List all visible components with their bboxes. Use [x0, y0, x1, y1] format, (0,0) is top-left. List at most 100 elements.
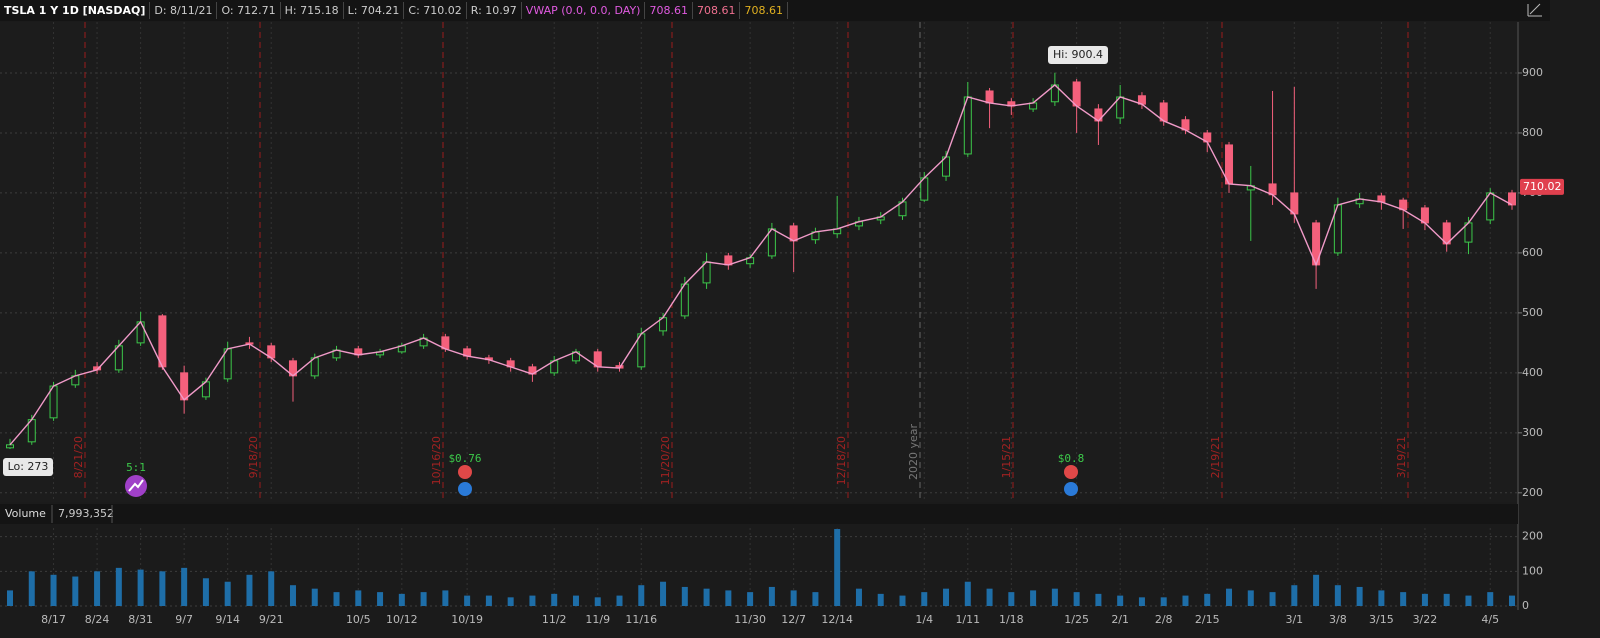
x-tick-label: 1/4 [915, 613, 933, 626]
x-tick-label: 4/5 [1481, 613, 1499, 626]
volume-bar [1291, 585, 1298, 606]
x-tick-label: 10/5 [346, 613, 371, 626]
volume-bar [747, 592, 754, 606]
study-value: 708.61 [693, 2, 741, 19]
volume-bar [638, 585, 645, 606]
candle-body [985, 90, 994, 104]
volume-header [0, 504, 1518, 524]
earnings-icon [1064, 465, 1078, 479]
y-tick-label: 400 [1522, 366, 1543, 379]
x-tick-label: 3/15 [1369, 613, 1394, 626]
menu-icon[interactable] [1527, 3, 1542, 17]
field: H: 715.18 [281, 2, 344, 19]
x-tick-label: 9/14 [215, 613, 240, 626]
volume-bar [246, 574, 253, 606]
candle-body [6, 444, 14, 449]
volume-bar [1356, 586, 1363, 606]
y-tick-label: 300 [1522, 426, 1543, 439]
volume-bar [943, 588, 950, 606]
volume-bar [202, 578, 209, 606]
period-label: 1/15/21 [1000, 436, 1013, 478]
y-tick-label: 900 [1522, 66, 1543, 79]
period-label: 12/18/20 [835, 436, 848, 485]
volume-bar [681, 586, 688, 606]
symbol: TSLA 1 Y 1D [NASDAQ] [0, 2, 151, 19]
y-tick-label: 600 [1522, 246, 1543, 259]
volume-bar [181, 567, 188, 606]
close-line [9, 84, 1513, 446]
volume-bar [703, 588, 710, 606]
x-tick-label: 12/14 [821, 613, 853, 626]
volume-bar [725, 590, 732, 606]
x-tick-label: 2/8 [1155, 613, 1173, 626]
split-icon-mark [128, 479, 144, 492]
period-label: 9/18/20 [247, 436, 260, 478]
volume-bar [964, 581, 971, 606]
volume-bar [268, 571, 275, 606]
study-value: 708.61 [740, 2, 788, 19]
year-label: 2020 year [907, 423, 920, 480]
volume-bar [442, 590, 449, 606]
x-tick-label: 10/12 [386, 613, 418, 626]
volume-bar [1378, 590, 1385, 606]
volume-bar [1465, 595, 1472, 606]
x-tick-label: 3/1 [1285, 613, 1303, 626]
x-tick-label: 11/30 [734, 613, 766, 626]
volume-bar [790, 590, 797, 606]
volume-bar [529, 595, 536, 606]
x-tick-label: 8/17 [41, 613, 66, 626]
low-label: Lo: 273 [8, 460, 49, 473]
volume-bar [377, 592, 384, 606]
volume-title: Volume [5, 507, 46, 520]
volume-bar [1487, 592, 1494, 606]
volume-value: 7,993,352 [58, 507, 114, 520]
volume-bar [986, 588, 993, 606]
y-tick-label: 800 [1522, 126, 1543, 139]
candle-body [1290, 192, 1299, 215]
x-tick-label: 1/25 [1064, 613, 1089, 626]
volume-bar [28, 571, 35, 606]
volume-bar [289, 585, 296, 606]
x-tick-label: 3/22 [1413, 613, 1438, 626]
event-icon [1064, 482, 1078, 496]
volume-bar [1138, 597, 1145, 606]
volume-bar [1334, 585, 1341, 606]
field: R: 10.97 [467, 2, 522, 19]
volume-bar [834, 529, 841, 606]
volume-bar [333, 592, 340, 606]
volume-bar [1160, 597, 1167, 606]
candle-body [789, 225, 798, 242]
high-bubble [1048, 46, 1108, 64]
header: TSLA 1 Y 1D [NASDAQ] D: 8/11/21 O: 712.7… [0, 0, 1550, 21]
high-label: Hi: 900.4 [1053, 48, 1103, 61]
volume-bar [812, 592, 819, 606]
volume-bar [159, 571, 166, 606]
volume-bar [1051, 588, 1058, 606]
volume-bar [311, 588, 318, 606]
volume-bar [899, 595, 906, 606]
x-tick-label: 10/19 [451, 613, 483, 626]
earnings-icon [458, 465, 472, 479]
y-tick-label: 500 [1522, 306, 1543, 319]
volume-bar [855, 588, 862, 606]
volume-bar [1073, 592, 1080, 606]
dividend-label: $0.76 [448, 452, 481, 465]
volume-bar [616, 595, 623, 606]
x-tick-label: 1/11 [955, 613, 980, 626]
x-tick-label: 8/24 [85, 613, 110, 626]
volume-bar [355, 590, 362, 606]
volume-bar [50, 574, 57, 606]
volume-bar [398, 593, 405, 606]
x-tick-label: 3/8 [1329, 613, 1347, 626]
volume-bar [1030, 590, 1037, 606]
volume-bar [572, 595, 579, 606]
volume-bar [551, 593, 558, 606]
volume-bar [507, 597, 514, 606]
volume-bar [1182, 595, 1189, 606]
volume-bar [1313, 574, 1320, 606]
study-name: VWAP (0.0, 0.0, DAY) [522, 2, 646, 19]
x-tick-label: 12/7 [781, 613, 806, 626]
volume-tick-label: 200 [1522, 530, 1543, 543]
last-price-tag [1520, 178, 1564, 195]
